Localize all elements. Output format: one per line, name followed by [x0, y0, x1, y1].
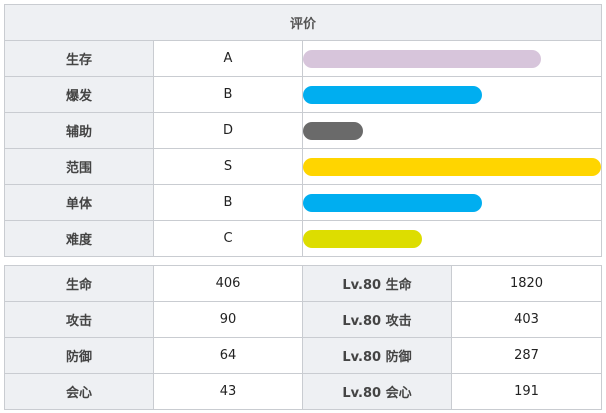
rating-bar: [303, 157, 602, 176]
stat-value: 64: [153, 337, 303, 374]
stat-value: 90: [153, 301, 303, 338]
rating-grade: B: [153, 184, 303, 221]
rating-row: 单体 B: [4, 184, 603, 221]
stat-lv80-value: 287: [451, 337, 602, 374]
stats-row: 防御 64 Lv.80 防御 287: [4, 337, 602, 374]
rating-grade: D: [153, 112, 303, 149]
stats-row: 会心 43 Lv.80 会心 191: [4, 373, 602, 410]
stat-lv80-label: Lv.80 生命: [302, 265, 452, 302]
rating-bar: [303, 49, 542, 68]
stat-value: 406: [153, 265, 303, 302]
rating-grade: C: [153, 220, 303, 257]
rating-name: 难度: [4, 220, 154, 257]
rating-name: 生存: [4, 40, 154, 77]
rating-name: 爆发: [4, 76, 154, 113]
stat-label: 攻击: [4, 301, 154, 338]
stat-label: 会心: [4, 373, 154, 410]
rating-grade: A: [153, 40, 303, 77]
stats-row: 攻击 90 Lv.80 攻击 403: [4, 301, 602, 338]
rating-grade: S: [153, 148, 303, 185]
rating-bar: [303, 193, 482, 212]
rating-table: 评价 生存 A 爆发 B 辅助 D 范围 S 单体 B 难度 C: [3, 4, 603, 257]
rating-bar: [303, 85, 482, 104]
stat-lv80-value: 191: [451, 373, 602, 410]
rating-row: 辅助 D: [4, 112, 603, 149]
rating-row: 范围 S: [4, 148, 603, 185]
rating-grade: B: [153, 76, 303, 113]
rating-row: 生存 A: [4, 40, 603, 77]
rating-bar: [303, 229, 423, 248]
rating-name: 辅助: [4, 112, 154, 149]
stat-lv80-value: 1820: [451, 265, 602, 302]
rating-title: 评价: [3, 4, 603, 41]
stat-label: 生命: [4, 265, 154, 302]
stat-lv80-label: Lv.80 防御: [302, 337, 452, 374]
stat-lv80-value: 403: [451, 301, 602, 338]
stat-label: 防御: [4, 337, 154, 374]
rating-name: 范围: [4, 148, 154, 185]
rating-row: 难度 C: [4, 220, 603, 257]
stat-lv80-label: Lv.80 会心: [302, 373, 452, 410]
stat-lv80-label: Lv.80 攻击: [302, 301, 452, 338]
rating-bar: [303, 121, 363, 140]
stats-row: 生命 406 Lv.80 生命 1820: [4, 265, 602, 302]
rating-row: 爆发 B: [4, 76, 603, 113]
stat-value: 43: [153, 373, 303, 410]
stats-table: 生命 406 Lv.80 生命 1820 攻击 90 Lv.80 攻击 403 …: [4, 265, 602, 410]
rating-name: 单体: [4, 184, 154, 221]
